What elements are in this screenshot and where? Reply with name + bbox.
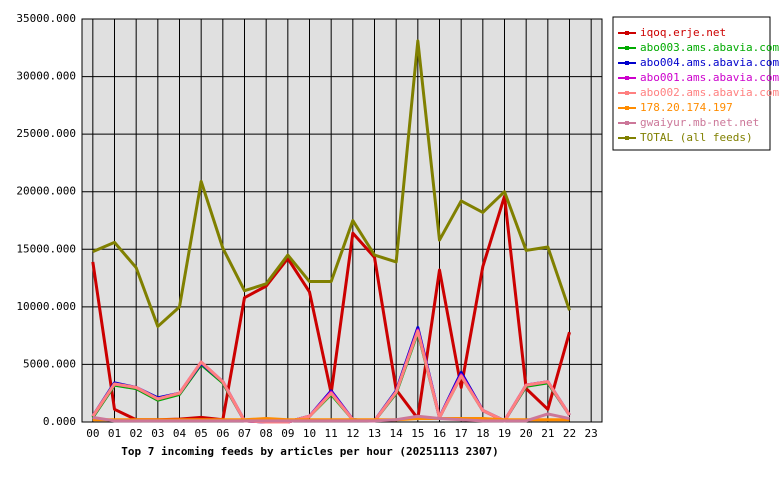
legend-label: gwaiyur.mb-net.net [640, 116, 759, 129]
x-tick-label: 11 [325, 427, 338, 440]
y-tick-label: 10000.000 [16, 300, 76, 313]
chart-title: Top 7 incoming feeds by articles per hou… [121, 445, 499, 458]
y-tick-label: 30000.000 [16, 70, 76, 83]
x-tick-label: 00 [86, 427, 99, 440]
x-tick-label: 10 [303, 427, 316, 440]
x-tick-label: 15 [411, 427, 424, 440]
series-line [92, 39, 571, 328]
legend-marker [625, 61, 629, 65]
legend-marker [625, 46, 629, 50]
y-tick-label: 15000.000 [16, 242, 76, 255]
x-tick-label: 16 [433, 427, 446, 440]
y-tick-label: 25000.000 [16, 127, 76, 140]
x-tick-label: 12 [346, 427, 359, 440]
x-tick-label: 03 [151, 427, 164, 440]
legend-label: abo001.ams.abavia.com [640, 71, 779, 84]
legend-label: abo003.ams.abavia.com [640, 41, 779, 54]
legend-label: iqoq.erje.net [640, 26, 726, 39]
y-tick-label: 0.000 [43, 415, 76, 428]
x-tick-label: 02 [130, 427, 143, 440]
legend-marker [625, 31, 629, 35]
legend-box [612, 16, 771, 151]
x-tick-label: 04 [173, 427, 187, 440]
legend-label: TOTAL (all feeds) [640, 131, 753, 144]
x-tick-label: 21 [541, 427, 554, 440]
y-tick-label: 35000.000 [16, 12, 76, 25]
x-tick-label: 18 [476, 427, 489, 440]
y-tick-label: 5000.000 [23, 357, 76, 370]
legend-label: abo004.ams.abavia.com [640, 56, 779, 69]
x-tick-label: 22 [563, 427, 576, 440]
x-tick-label: 14 [390, 427, 404, 440]
series-line [92, 412, 570, 423]
series-line [91, 329, 571, 424]
x-tick-label: 19 [498, 427, 511, 440]
x-tick-label: 05 [195, 427, 208, 440]
x-tick-label: 07 [238, 427, 251, 440]
legend-marker [625, 76, 629, 80]
x-tick-label: 23 [585, 427, 598, 440]
x-tick-label: 17 [455, 427, 468, 440]
legend-marker [625, 106, 629, 110]
x-tick-label: 08 [260, 427, 273, 440]
legend-label: 178.20.174.197 [640, 101, 733, 114]
x-tick-label: 20 [520, 427, 533, 440]
legend-marker [625, 136, 629, 140]
legend-label: abo002.ams.abavia.com [640, 86, 779, 99]
x-tick-label: 01 [108, 427, 121, 440]
x-tick-label: 06 [216, 427, 229, 440]
legend-marker [625, 121, 629, 125]
x-tick-label: 09 [281, 427, 294, 440]
legend-marker [625, 91, 629, 95]
x-tick-label: 13 [368, 427, 381, 440]
y-tick-label: 20000.000 [16, 185, 76, 198]
